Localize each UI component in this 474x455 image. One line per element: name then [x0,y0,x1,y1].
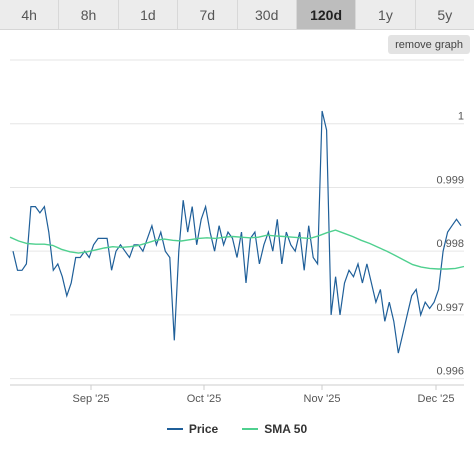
tab-30d[interactable]: 30d [238,0,297,29]
legend-item-sma[interactable]: SMA 50 [242,421,307,437]
tab-8h[interactable]: 8h [59,0,119,29]
series-line-sma-50 [9,229,465,270]
y-tick-label: 0.996 [436,366,464,378]
y-tick-label: 0.997 [436,302,464,314]
tab-120d[interactable]: 120d [296,0,357,29]
y-tick-label: 0.998 [436,238,464,250]
tab-1d[interactable]: 1d [119,0,179,29]
grid-lines [10,59,464,380]
x-tick-label: Oct '25 [187,393,222,405]
timeframe-tabs: 4h 8h 1d 7d 30d 120d 1y 5y [0,0,474,30]
legend-swatch-price [166,428,183,430]
y-tick-label: 1 [458,111,464,123]
legend-label-sma: SMA 50 [264,422,308,436]
x-tick-label: Dec '25 [418,393,455,405]
x-tick-label: Nov '25 [304,393,341,405]
series-lines [9,110,465,354]
y-axis-labels: 0.996 0.997 0.998 0.999 1 [436,111,464,378]
remove-graph-button[interactable]: remove graph [388,35,470,54]
legend-swatch-sma [242,428,259,430]
tab-1y[interactable]: 1y [356,0,416,29]
legend-label-price: Price [188,422,219,436]
chart-legend: Price SMA 50 [0,421,474,437]
tab-5y[interactable]: 5y [437,6,453,23]
x-tick-label: Sep '25 [73,393,110,405]
tab-7d[interactable]: 7d [178,0,238,29]
tab-4h[interactable]: 4h [0,0,60,29]
series-line-price [12,110,462,354]
legend-item-price[interactable]: Price [166,421,219,437]
x-axis-labels: Sep '25 Oct '25 Nov '25 Dec '25 [73,385,455,405]
y-tick-label: 0.999 [436,174,464,186]
